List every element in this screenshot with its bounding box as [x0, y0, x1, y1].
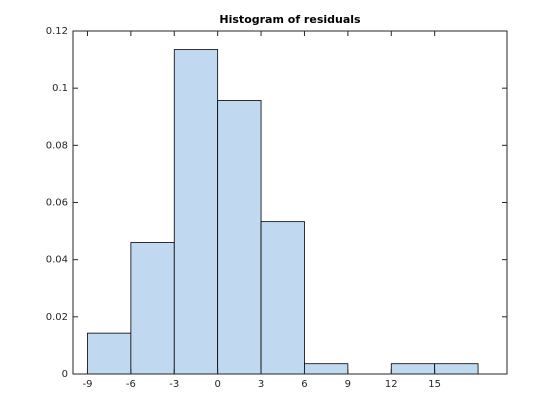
x-tick-label: 3 [258, 379, 264, 390]
bar [87, 332, 132, 375]
y-tick-label: 0.08 [46, 140, 68, 151]
y-tick-label: 0.04 [46, 255, 68, 266]
bar [173, 49, 219, 375]
x-tick-label: 6 [301, 379, 307, 390]
bar [130, 242, 175, 375]
y-tick-label: 0.02 [46, 312, 68, 323]
x-tick-label: 15 [428, 379, 441, 390]
x-tick-label: -6 [126, 379, 136, 390]
bar [434, 363, 479, 375]
x-tick-label: -3 [169, 379, 179, 390]
x-tick-label: 0 [214, 379, 220, 390]
bar [304, 363, 349, 375]
y-tick-label: 0.1 [52, 83, 68, 94]
bar [260, 221, 305, 375]
x-tick-label: -9 [82, 379, 92, 390]
x-tick-label: 12 [385, 379, 398, 390]
y-tick-label: 0 [62, 369, 68, 380]
bar [390, 363, 436, 375]
y-tick-label: 0.12 [46, 26, 68, 37]
y-tick-label: 0.06 [46, 198, 68, 209]
x-tick-label: 9 [345, 379, 351, 390]
chart-title: Histogram of residuals [219, 13, 361, 26]
bar [217, 100, 262, 375]
